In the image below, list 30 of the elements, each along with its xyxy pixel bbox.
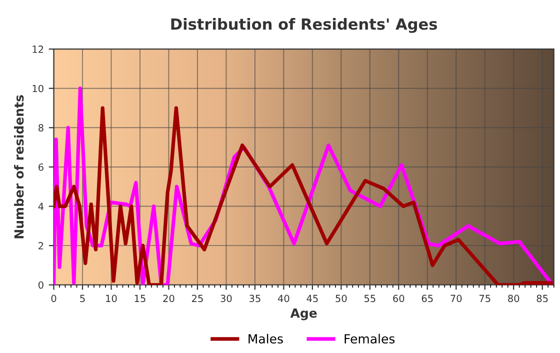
x-tick-label: 75 <box>479 294 490 302</box>
x-tick-label: 20 <box>163 294 174 302</box>
y-tick-label: 4 <box>38 202 44 210</box>
legend-label: Females <box>344 334 395 344</box>
x-tick-label: 55 <box>364 294 376 302</box>
x-tick-label: 85 <box>536 294 548 302</box>
y-tick-label: 0 <box>38 281 44 289</box>
legend-label: Males <box>248 334 283 344</box>
y-axis-title: Number of residents <box>14 95 24 238</box>
x-tick-label: 25 <box>192 294 203 302</box>
y-tick-label: 8 <box>38 124 44 132</box>
x-tick-label: 30 <box>220 294 232 302</box>
x-tick-label: 15 <box>134 294 146 302</box>
y-tick-label: 10 <box>32 84 44 92</box>
x-tick-label: 80 <box>508 294 520 302</box>
x-tick-label: 45 <box>306 294 318 302</box>
x-tick-label: 65 <box>422 294 433 302</box>
y-tick-label: 2 <box>38 242 44 250</box>
x-tick-label: 5 <box>80 294 85 302</box>
x-tick-label: 10 <box>106 294 117 302</box>
chart-title: Distribution of Residents' Ages <box>171 18 437 33</box>
x-tick-label: 60 <box>393 294 404 302</box>
x-axis-title: Age <box>290 308 317 320</box>
x-tick-label: 0 <box>51 294 56 302</box>
x-tick-label: 40 <box>278 294 290 302</box>
y-tick-label: 12 <box>32 46 44 53</box>
y-tick-label: 6 <box>38 163 44 171</box>
x-tick-label: 50 <box>336 294 347 302</box>
x-tick-label: 35 <box>249 294 260 302</box>
x-tick-label: 70 <box>450 294 462 302</box>
